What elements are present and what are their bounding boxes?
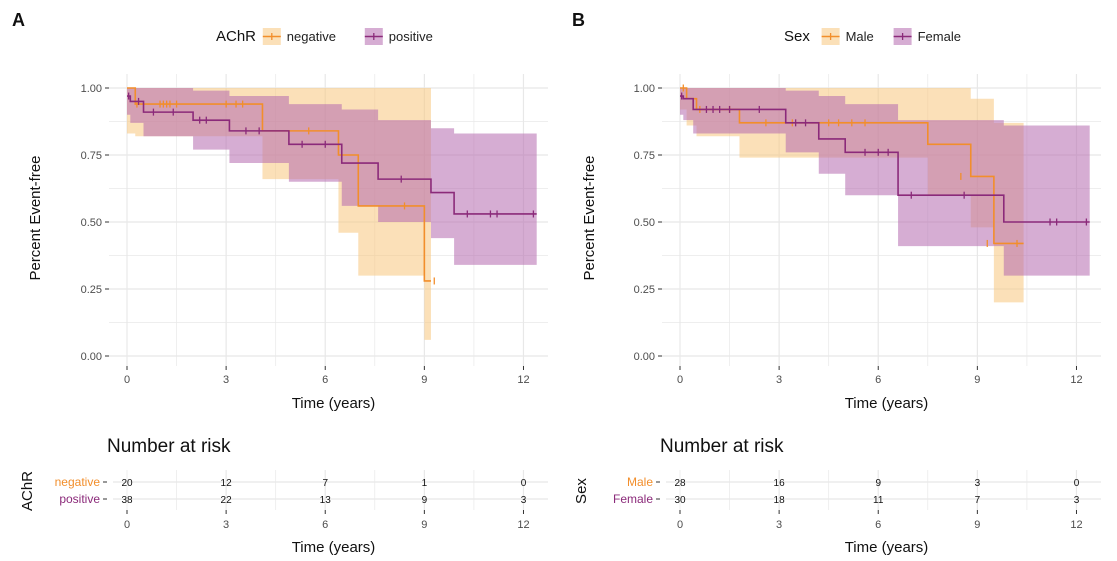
x-tick-label: 9: [974, 374, 980, 386]
rt-x-tick-label: 0: [124, 519, 130, 531]
risk-count: 3: [521, 495, 527, 506]
rt-x-tick-label: 6: [875, 519, 881, 531]
x-tick-label: 3: [223, 374, 229, 386]
legend-label-female: Female: [918, 29, 961, 44]
risk-count: 12: [221, 478, 233, 489]
panel-letter: B: [572, 10, 585, 30]
risk-count: 1: [422, 478, 428, 489]
rt-x-tick-label: 3: [223, 519, 229, 531]
x-tick-label: 9: [421, 374, 427, 386]
risk-table-xlabel: Time (years): [292, 539, 376, 556]
legend: Sex Male Female: [784, 28, 961, 45]
rt-x-tick-label: 12: [517, 519, 529, 531]
x-axis-label: Time (years): [845, 395, 929, 412]
risk-table-xlabel: Time (years): [845, 539, 929, 556]
legend-title: AChR: [216, 28, 256, 45]
risk-count: 9: [875, 478, 881, 489]
x-axis-label: Time (years): [292, 395, 376, 412]
rt-x-tick-label: 6: [322, 519, 328, 531]
x-tick-label: 0: [677, 374, 683, 386]
risk-row-label-female: Female: [613, 492, 653, 506]
x-tick-label: 6: [322, 374, 328, 386]
y-tick-label: 0.00: [81, 351, 102, 363]
y-tick-label: 0.75: [81, 150, 102, 162]
risk-count: 38: [121, 495, 133, 506]
y-tick-label: 1.00: [634, 83, 655, 95]
risk-count: 7: [322, 478, 328, 489]
y-tick-label: 0.00: [634, 351, 655, 363]
y-tick-label: 0.50: [634, 217, 655, 229]
risk-count: 0: [1074, 478, 1080, 489]
y-tick-label: 0.50: [81, 217, 102, 229]
risk-count: 9: [422, 495, 428, 506]
risk-count: 11: [873, 495, 884, 506]
y-axis-label: Percent Event-free: [27, 155, 44, 280]
legend-label-negative: negative: [287, 29, 336, 44]
panel-letter: A: [12, 10, 25, 30]
risk-count: 3: [975, 478, 981, 489]
ci-band-positive: [127, 88, 537, 265]
x-tick-label: 12: [1070, 374, 1082, 386]
risk-row-label-positive: positive: [59, 492, 100, 506]
risk-row-label-male: Male: [627, 475, 653, 489]
panel-a: A 0.00 0.25 0.50 0.75 1.00 0 3 6 9 12 Time (years) P…: [12, 10, 548, 556]
rt-x-tick-label: 3: [776, 519, 782, 531]
rt-x-tick-label: 0: [677, 519, 683, 531]
risk-count: 30: [674, 495, 686, 506]
risk-count: 13: [320, 495, 332, 506]
risk-count: 28: [674, 478, 686, 489]
risk-count: 22: [221, 495, 233, 506]
risk-strata-label: Sex: [573, 478, 590, 504]
risk-count: 18: [774, 495, 786, 506]
rt-x-tick-label: 12: [1070, 519, 1082, 531]
risk-strata-label: AChR: [19, 471, 36, 511]
rt-x-tick-label: 9: [974, 519, 980, 531]
km-line-positive: [127, 95, 537, 215]
risk-table-title: Number at risk: [660, 436, 784, 457]
y-tick-label: 0.25: [81, 284, 102, 296]
y-tick-label: 1.00: [81, 83, 102, 95]
km-line-female: [680, 95, 1090, 223]
y-axis-label: Percent Event-free: [581, 155, 598, 280]
risk-count: 16: [774, 478, 786, 489]
x-tick-label: 6: [875, 374, 881, 386]
y-tick-label: 0.25: [634, 284, 655, 296]
legend-label-male: Male: [846, 29, 874, 44]
legend: AChR negative positive: [216, 28, 433, 45]
rt-x-tick-label: 9: [421, 519, 427, 531]
legend-title: Sex: [784, 28, 810, 45]
x-tick-label: 12: [517, 374, 529, 386]
y-tick-label: 0.75: [634, 150, 655, 162]
risk-table: Number at risk AChR negative 20 12 7 1 0 positiv…: [19, 436, 548, 556]
ci-band-female: [680, 88, 1090, 276]
risk-count: 20: [121, 478, 133, 489]
risk-table-title: Number at risk: [107, 436, 231, 457]
x-tick-label: 3: [776, 374, 782, 386]
legend-label-positive: positive: [389, 29, 433, 44]
risk-row-label-negative: negative: [55, 475, 101, 489]
risk-count: 0: [521, 478, 527, 489]
risk-count: 3: [1074, 495, 1080, 506]
panel-b: B 0.00 0.25 0.50 0.75 1.00 0 3 6 9 12 Time (years) P…: [572, 10, 1101, 556]
x-tick-label: 0: [124, 374, 130, 386]
risk-count: 7: [975, 495, 981, 506]
